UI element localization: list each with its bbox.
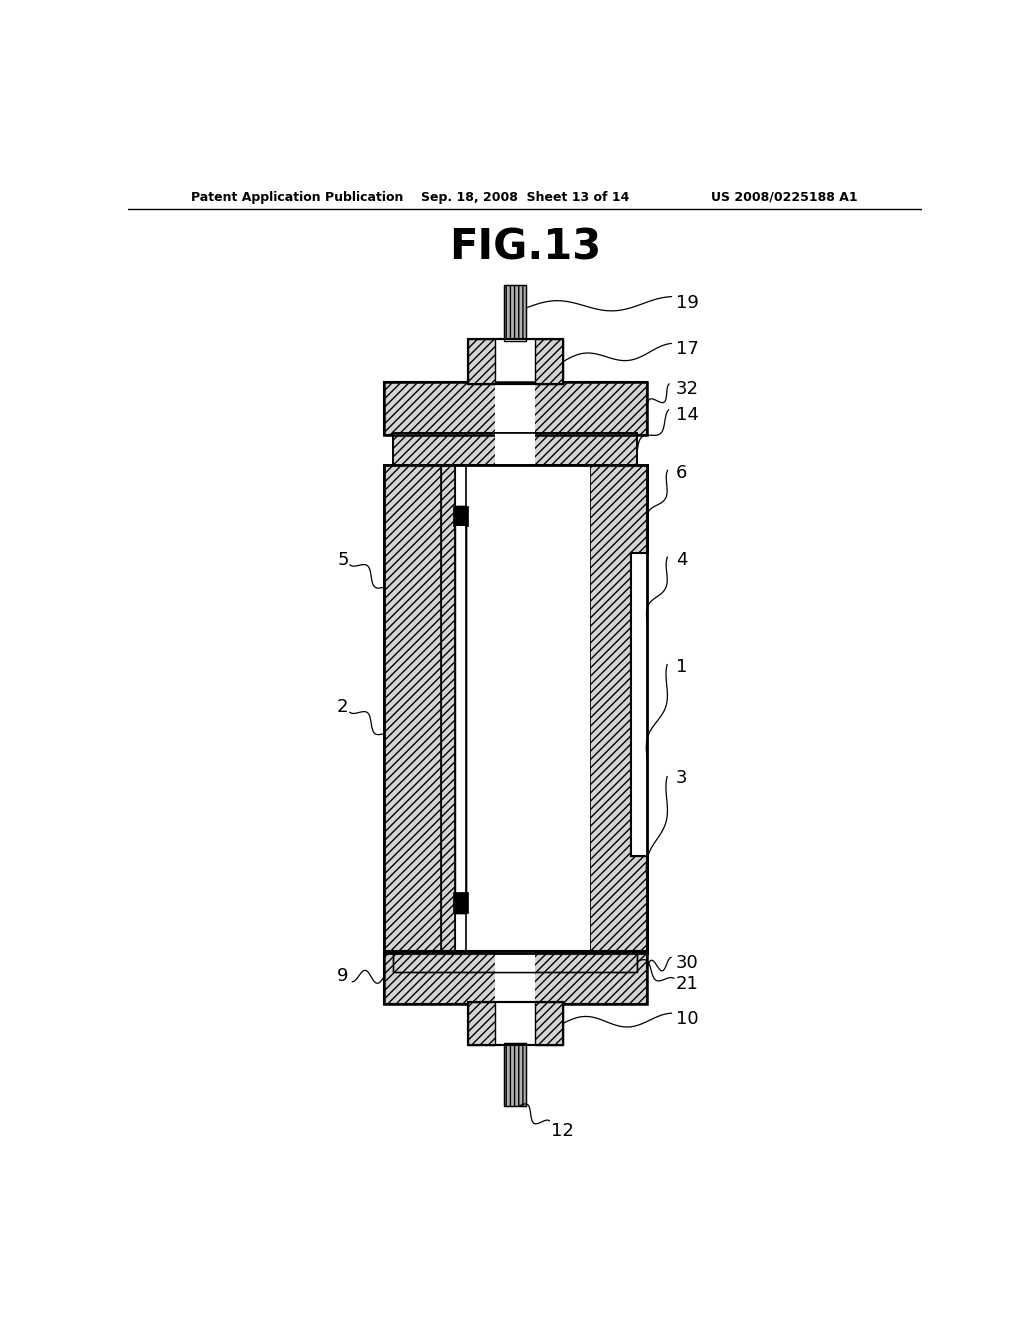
Bar	[468, 1002, 496, 1044]
Text: US 2008/0225188 A1: US 2008/0225188 A1	[712, 190, 858, 203]
Bar	[496, 952, 536, 972]
Bar	[384, 952, 647, 1005]
Text: 32: 32	[676, 380, 698, 399]
Text: 21: 21	[676, 974, 698, 993]
Text: 17: 17	[676, 341, 698, 359]
Text: 30: 30	[676, 954, 698, 973]
Bar	[468, 339, 563, 384]
Text: 19: 19	[676, 294, 698, 312]
Text: 1: 1	[676, 657, 687, 676]
Bar	[496, 952, 536, 1005]
Bar	[631, 553, 648, 855]
Text: 12: 12	[551, 1122, 573, 1140]
Text: Patent Application Publication: Patent Application Publication	[191, 190, 403, 203]
Bar	[504, 285, 526, 342]
Bar	[384, 466, 647, 953]
Text: 3: 3	[676, 770, 687, 788]
Text: FIG.13: FIG.13	[449, 227, 601, 269]
Bar	[536, 339, 563, 384]
Bar	[384, 466, 647, 953]
Bar	[468, 339, 496, 384]
Bar	[590, 466, 647, 953]
Text: 4: 4	[676, 550, 687, 569]
Text: 2: 2	[337, 698, 348, 717]
Bar	[631, 553, 647, 855]
Bar	[504, 1043, 526, 1106]
Bar	[440, 466, 455, 953]
Bar	[468, 1002, 563, 1044]
Bar	[384, 466, 440, 953]
Bar	[393, 952, 638, 972]
Bar	[384, 381, 647, 434]
Bar	[455, 506, 466, 912]
Bar	[536, 1002, 563, 1044]
Text: 5: 5	[337, 550, 348, 569]
Bar	[453, 506, 468, 527]
Bar	[496, 381, 536, 434]
Bar	[384, 381, 647, 434]
Bar	[384, 952, 647, 1005]
Bar	[393, 433, 638, 466]
Text: Sep. 18, 2008  Sheet 13 of 14: Sep. 18, 2008 Sheet 13 of 14	[421, 190, 629, 203]
Bar	[504, 1043, 526, 1106]
Text: 9: 9	[337, 966, 348, 985]
Bar	[496, 433, 536, 466]
Bar	[455, 506, 466, 912]
Bar	[393, 433, 638, 466]
Bar	[393, 952, 638, 972]
Bar	[468, 1002, 563, 1044]
Bar	[504, 285, 526, 342]
Bar	[455, 527, 466, 892]
Bar	[631, 553, 647, 855]
Bar	[466, 466, 590, 953]
Text: 10: 10	[676, 1010, 698, 1028]
Text: 6: 6	[676, 465, 687, 483]
Text: 14: 14	[676, 405, 698, 424]
Bar	[468, 339, 563, 384]
Bar	[453, 892, 468, 912]
